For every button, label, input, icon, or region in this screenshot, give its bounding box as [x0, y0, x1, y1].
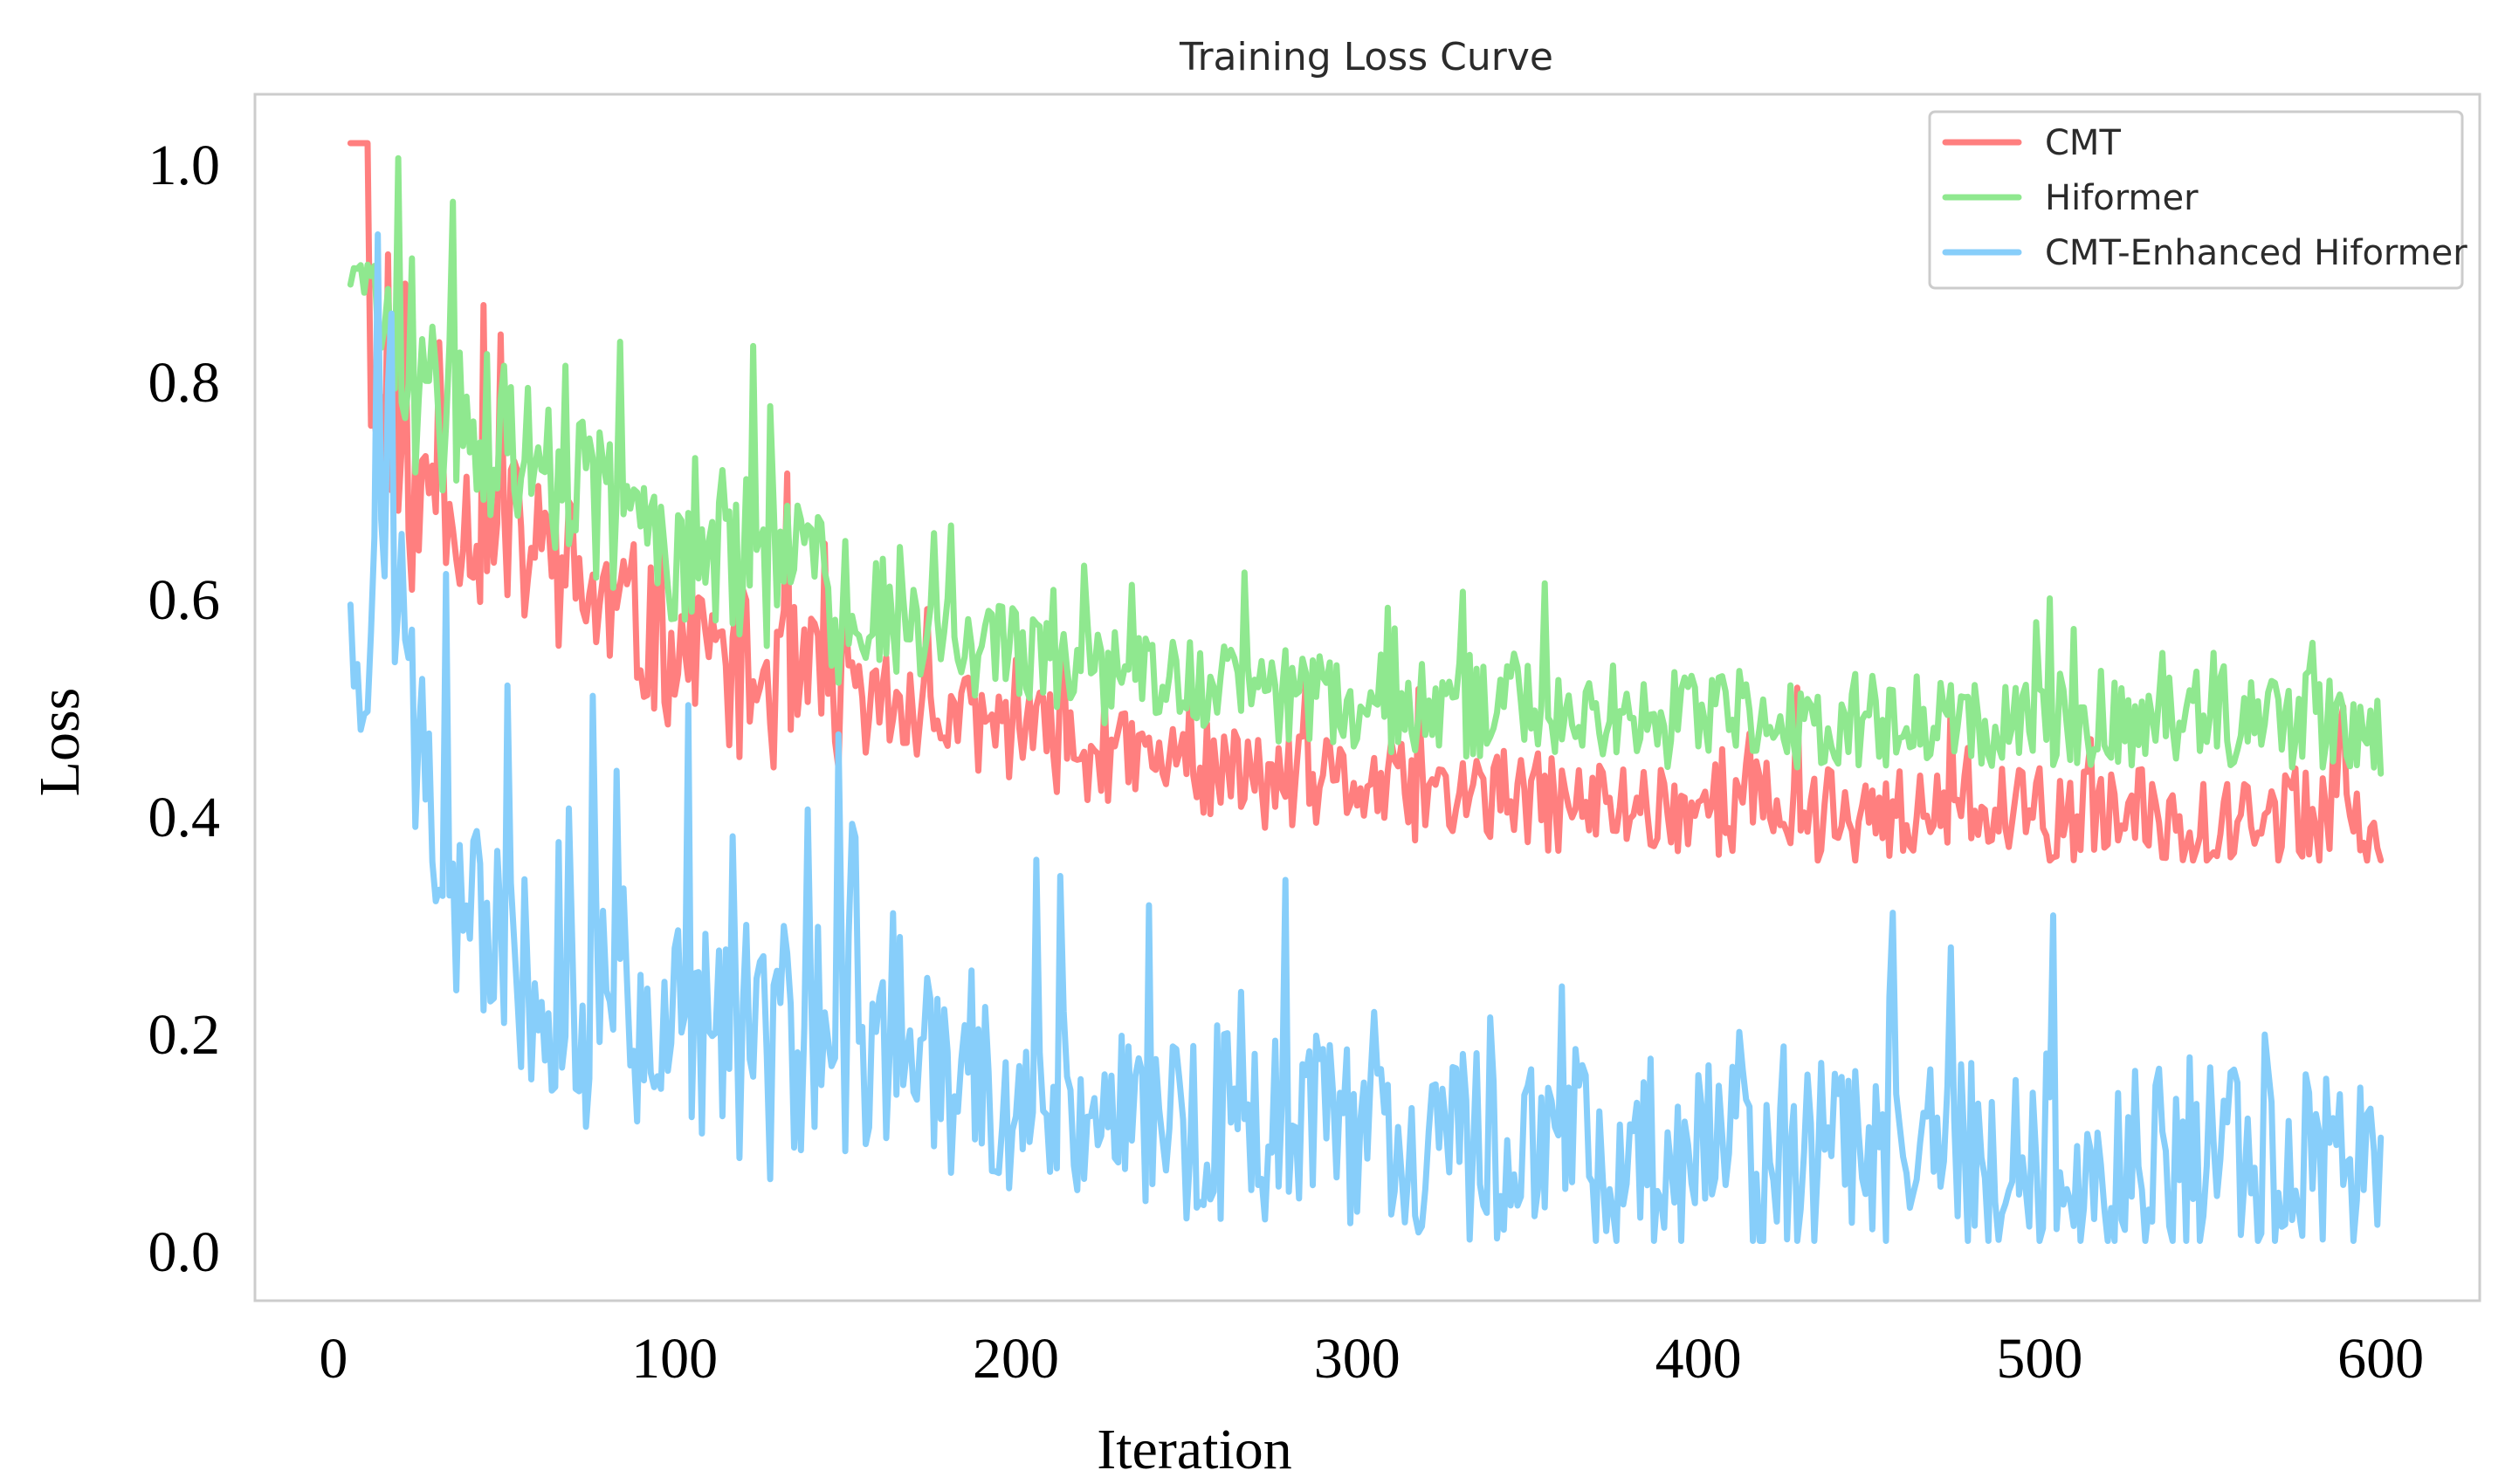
series-line-hiformer [347, 155, 2385, 777]
x-axis-label: Iteration [1097, 1418, 1292, 1481]
legend-box [1928, 110, 2464, 290]
x-tick-label: 0 [319, 1327, 348, 1391]
x-tick-label: 400 [1655, 1327, 1742, 1391]
y-tick-label: 0.2 [148, 1003, 221, 1067]
y-axis-label: Loss [28, 688, 92, 797]
legend-label: Hiformer [2045, 178, 2199, 218]
y-tick-label: 0.6 [148, 568, 221, 632]
legend: CMT Hiformer CMT-Enhanced Hiformer [1928, 110, 2467, 290]
x-tick-label: 500 [1996, 1327, 2082, 1391]
chart-title: Training Loss Curve [1179, 35, 1553, 79]
y-tick-label: 1.0 [148, 134, 221, 197]
series-line-cmt [347, 140, 2385, 864]
series-line-cmt-enhanced-hiformer [347, 231, 2385, 1244]
x-tick-label: 600 [2337, 1327, 2424, 1391]
x-tick-label: 300 [1314, 1327, 1401, 1391]
y-tick-label: 0.8 [148, 351, 221, 415]
plot-area-frame [253, 93, 2481, 1302]
series-layer [347, 140, 2385, 1244]
y-axis-ticks: 0.0 0.2 0.4 0.6 0.8 1.0 [148, 134, 221, 1284]
x-tick-label: 100 [631, 1327, 718, 1391]
legend-entries: CMT Hiformer CMT-Enhanced Hiformer [1942, 123, 2467, 273]
y-tick-label: 0.4 [148, 786, 221, 849]
x-tick-label: 200 [973, 1327, 1059, 1391]
legend-label: CMT-Enhanced Hiformer [2045, 233, 2467, 273]
x-axis-ticks: 0 100 200 300 400 500 600 [319, 1327, 2424, 1391]
legend-label: CMT [2045, 123, 2121, 163]
y-tick-label: 0.0 [148, 1220, 221, 1284]
